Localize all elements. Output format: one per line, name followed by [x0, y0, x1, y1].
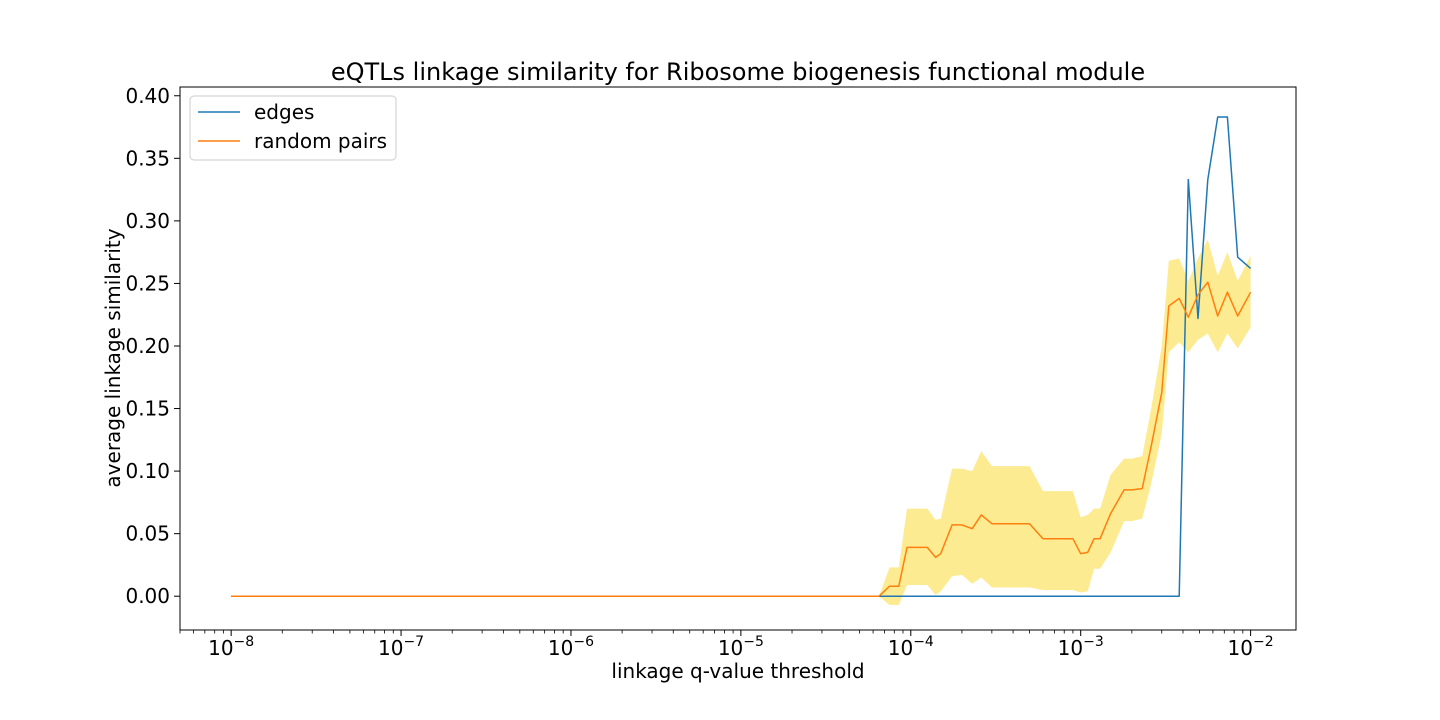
x-tick-label: 10−7	[378, 634, 424, 660]
legend-box	[189, 95, 397, 161]
y-axis: 0.00 0.05 0.10 0.15 0.20 0.25 0.30 0.35 0.40	[125, 84, 180, 608]
y-tick-label: 0.00	[125, 584, 170, 608]
plot-area	[231, 116, 1252, 605]
legend: edges random pairs	[189, 95, 397, 161]
y-tick-label: 0.10	[125, 459, 170, 483]
x-axis: 10−8 10−7 10−6 10−5 10−4 10−3 10−2	[179, 630, 1274, 660]
random-pairs-line	[231, 281, 1252, 597]
y-tick-label: 0.35	[125, 146, 170, 170]
y-tick-label: 0.40	[125, 84, 170, 108]
plot-frame	[179, 86, 1297, 631]
random-pairs-band	[231, 239, 1251, 605]
y-axis-title: average linkage similarity	[101, 228, 125, 487]
x-axis-title: linkage q-value threshold	[611, 659, 864, 683]
y-tick-label: 0.05	[125, 522, 170, 546]
y-tick-label: 0.20	[125, 334, 170, 358]
x-tick-label: 10−5	[718, 634, 764, 660]
x-tick-label: 10−2	[1228, 634, 1274, 660]
y-tick-label: 0.25	[125, 271, 170, 295]
legend-label-edges: edges	[254, 100, 314, 124]
y-tick-label: 0.30	[125, 209, 170, 233]
y-tick-label: 0.15	[125, 397, 170, 421]
edges-line	[231, 116, 1252, 597]
x-tick-label: 10−4	[888, 634, 934, 660]
x-tick-label: 10−6	[548, 634, 594, 660]
x-tick-label: 10−8	[208, 634, 254, 660]
chart-title: eQTLs linkage similarity for Ribosome bi…	[331, 58, 1145, 86]
x-tick-label: 10−3	[1058, 634, 1104, 660]
legend-label-random-pairs: random pairs	[254, 129, 387, 153]
